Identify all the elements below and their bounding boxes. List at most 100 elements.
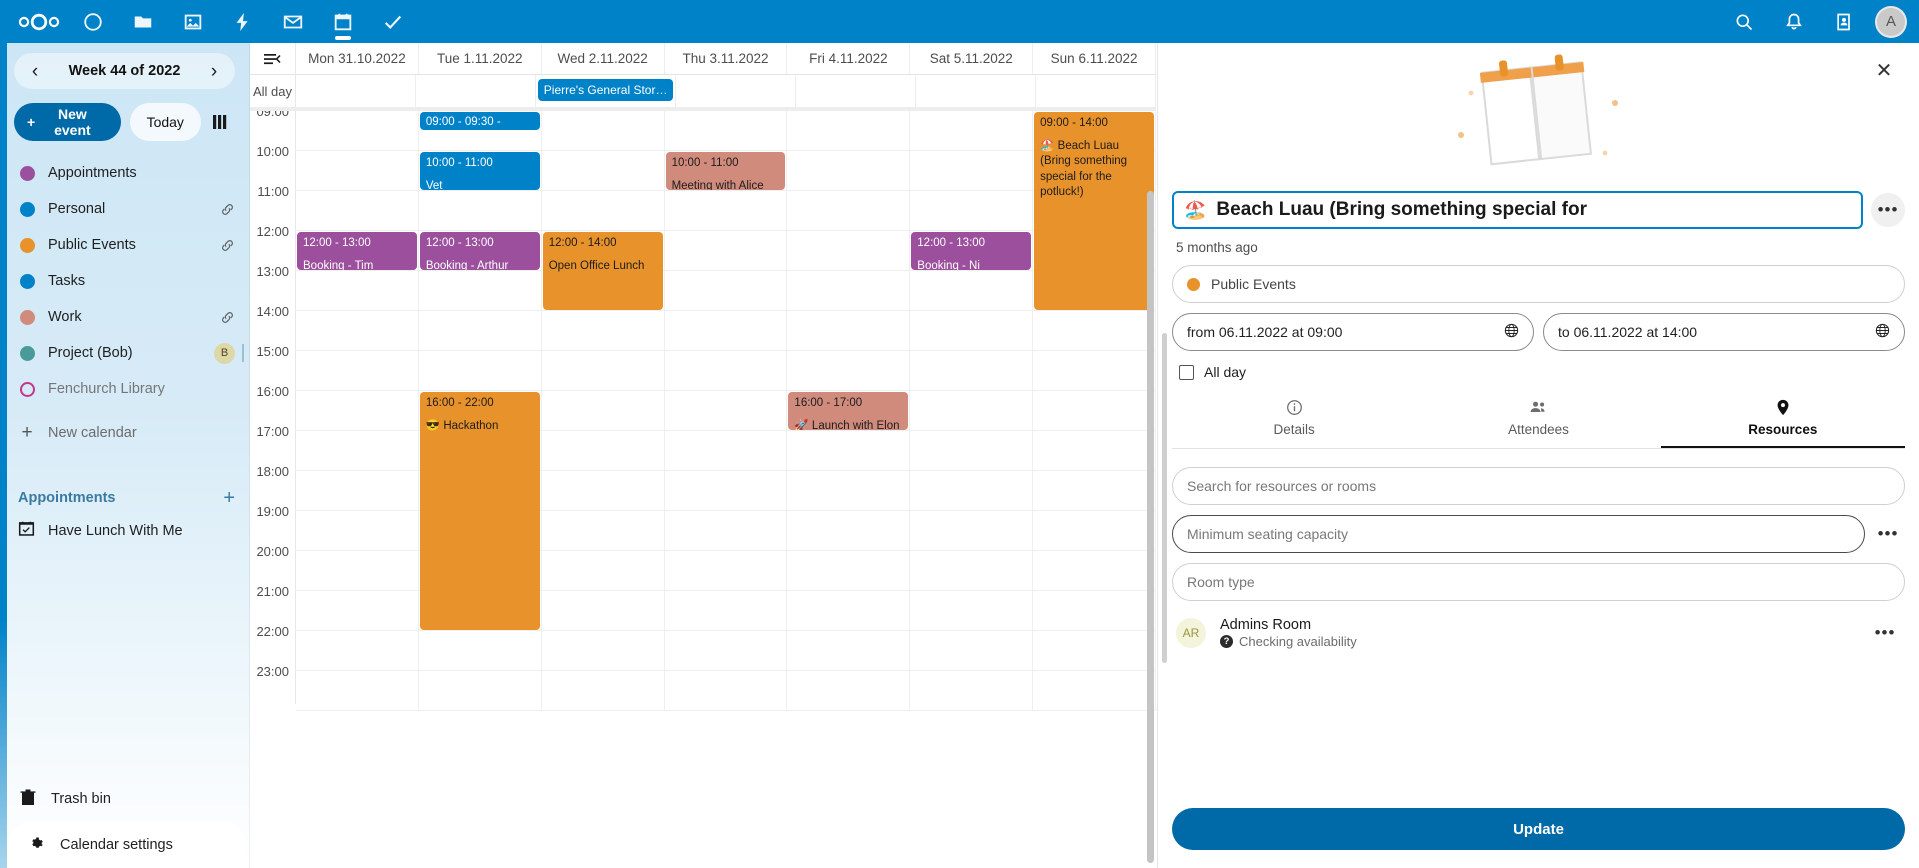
resource-row[interactable]: AR Admins Room? Checking availability •••: [1172, 617, 1905, 649]
calendar-cell[interactable]: [541, 631, 665, 671]
calendar-cell[interactable]: [1033, 311, 1156, 351]
calendar-item-project-bob[interactable]: Project (Bob) B: [0, 335, 249, 371]
calendar-cell[interactable]: [1033, 551, 1156, 591]
day-header[interactable]: Wed 2.11.2022: [542, 43, 665, 74]
resource-search-input[interactable]: Search for resources or rooms: [1172, 467, 1905, 505]
calendar-color-dot[interactable]: [20, 165, 35, 181]
calendar-event[interactable]: 10:00 - 11:00 Vet: [419, 152, 540, 190]
calendar-cell[interactable]: [910, 191, 1034, 231]
calendar-cell[interactable]: [787, 591, 911, 631]
all-day-cell[interactable]: [676, 75, 797, 107]
calendar-cell[interactable]: [296, 591, 419, 631]
calendar-cell[interactable]: [910, 591, 1034, 631]
calendar-cell[interactable]: [664, 231, 788, 271]
calendar-color-dot[interactable]: [20, 345, 35, 361]
notifications-icon[interactable]: [1769, 0, 1819, 43]
calendar-item-public-events[interactable]: Public Events: [0, 227, 249, 263]
calendar-cell[interactable]: [418, 151, 542, 191]
calendar-cell[interactable]: [910, 231, 1034, 271]
calendar-cell[interactable]: [787, 111, 911, 151]
calendar-cell[interactable]: [664, 271, 788, 311]
calendar-cell[interactable]: [787, 151, 911, 191]
next-week-button[interactable]: ›: [210, 60, 218, 82]
calendar-cell[interactable]: [664, 431, 788, 471]
calendar-item-appointments[interactable]: Appointments: [0, 155, 249, 191]
event-title-input[interactable]: 🏖️ Beach Luau (Bring something special f…: [1172, 191, 1863, 229]
close-icon[interactable]: ✕: [1875, 59, 1893, 82]
event-menu-button[interactable]: •••: [1871, 193, 1905, 227]
all-day-cell[interactable]: [416, 75, 536, 107]
calendar-cell[interactable]: [910, 311, 1034, 351]
calendar-item-work[interactable]: Work: [0, 299, 249, 335]
seating-capacity-input[interactable]: Minimum seating capacity: [1172, 515, 1865, 553]
calendar-cell[interactable]: [418, 351, 542, 391]
calendar-cell[interactable]: [418, 111, 542, 151]
calendar-cell[interactable]: [664, 471, 788, 511]
search-icon[interactable]: [1719, 0, 1769, 43]
calendar-event[interactable]: 16:00 - 22:00 😎 Hackathon: [419, 392, 540, 630]
calendar-color-dot[interactable]: [20, 273, 35, 289]
calendar-event[interactable]: 12:00 - 13:00 Booking - Tim (Wizard): [297, 232, 417, 270]
calendar-cell[interactable]: [418, 631, 542, 671]
calendar-cell[interactable]: [664, 631, 788, 671]
day-header[interactable]: Sat 5.11.2022: [910, 43, 1034, 74]
calendar-cell[interactable]: [418, 191, 542, 231]
calendar-icon[interactable]: [318, 0, 368, 43]
contacts-icon[interactable]: [1819, 0, 1869, 43]
calendar-cell[interactable]: [296, 151, 419, 191]
calendar-cell[interactable]: [1033, 431, 1156, 471]
calendar-cell[interactable]: [296, 551, 419, 591]
calendar-cell[interactable]: [787, 551, 911, 591]
calendar-cell[interactable]: [418, 311, 542, 351]
all-day-cell[interactable]: [296, 75, 416, 107]
calendar-cell[interactable]: [787, 511, 911, 551]
tab-details[interactable]: Details: [1172, 392, 1416, 448]
calendar-cell[interactable]: [910, 471, 1034, 511]
day-header[interactable]: Sun 6.11.2022: [1033, 43, 1156, 74]
calendar-cell[interactable]: [296, 631, 419, 671]
calendar-event[interactable]: 12:00 - 13:00 Booking - Ni (Knights: [911, 232, 1032, 270]
calendar-cell[interactable]: [296, 431, 419, 471]
calendar-cell[interactable]: [664, 191, 788, 231]
tasks-icon[interactable]: [368, 0, 418, 43]
calendar-cell[interactable]: [664, 671, 788, 711]
photos-icon[interactable]: [168, 0, 218, 43]
mail-icon[interactable]: [268, 0, 318, 43]
day-header[interactable]: Mon 31.10.2022: [296, 43, 419, 74]
calendar-cell[interactable]: [296, 351, 419, 391]
calendar-item-fenchurch-library[interactable]: Fenchurch Library: [0, 371, 249, 407]
calendar-item-personal[interactable]: Personal: [0, 191, 249, 227]
calendar-event[interactable]: 12:00 - 13:00 Booking - Arthur Dent: [419, 232, 540, 270]
globe-icon[interactable]: [1504, 323, 1519, 341]
calendar-cell[interactable]: [787, 391, 911, 431]
calendar-cell[interactable]: [541, 111, 665, 151]
calendar-cell[interactable]: [541, 351, 665, 391]
calendar-owner-badge[interactable]: B: [214, 342, 235, 364]
today-button[interactable]: Today: [129, 103, 201, 141]
calendar-event[interactable]: 09:00 - 14:00 🏖️ Beach Luau (Bring someth…: [1034, 112, 1154, 310]
new-event-button[interactable]: + New event: [14, 103, 121, 141]
calendar-event[interactable]: 09:00 - 09:30 - Workflow: [419, 112, 540, 130]
activity-icon[interactable]: [218, 0, 268, 43]
calendar-cell[interactable]: [910, 551, 1034, 591]
calendar-cell[interactable]: [541, 591, 665, 631]
calendar-cell[interactable]: [664, 151, 788, 191]
calendar-cell[interactable]: [664, 351, 788, 391]
calendar-cell[interactable]: [664, 111, 788, 151]
calendar-cell[interactable]: [296, 231, 419, 271]
calendar-cell[interactable]: [787, 351, 911, 391]
resource-more-button[interactable]: •••: [1874, 623, 1896, 642]
panel-scrollbar[interactable]: [1162, 333, 1167, 663]
nextcloud-logo[interactable]: [10, 0, 68, 43]
prev-week-button[interactable]: ‹: [31, 60, 39, 82]
room-type-input[interactable]: Room type: [1172, 563, 1905, 601]
calendar-cell[interactable]: [296, 511, 419, 551]
all-day-cell[interactable]: [796, 75, 917, 107]
calendar-cell[interactable]: [1033, 471, 1156, 511]
calendar-cell[interactable]: [787, 671, 911, 711]
all-day-checkbox[interactable]: [1179, 364, 1194, 380]
all-day-event[interactable]: Pierre's General Stor…: [537, 79, 674, 101]
calendar-cell[interactable]: [541, 391, 665, 431]
share-link-icon[interactable]: [220, 310, 235, 325]
trash-bin-item[interactable]: Trash bin: [0, 776, 250, 822]
